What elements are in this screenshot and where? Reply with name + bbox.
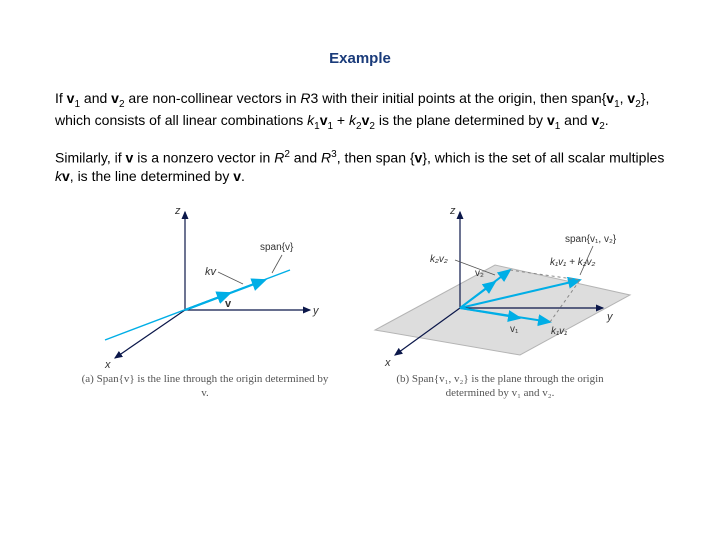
z-label: z: [174, 205, 181, 217]
example-title: Example: [55, 50, 665, 67]
figure-a-svg: z y x span{v} v kv: [75, 200, 335, 370]
figure-b: z y x span{v₁, v₂} v₁ v₂ k₁v₁: [355, 200, 645, 401]
span-label-a: span{v}: [260, 242, 294, 253]
z-label-b: z: [449, 205, 456, 217]
y-label: y: [312, 305, 320, 317]
paragraph-1: If v1 and v2 are non-collinear vectors i…: [55, 89, 665, 134]
figure-b-svg: z y x span{v₁, v₂} v₁ v₂ k₁v₁: [355, 200, 645, 370]
paragraph-2: Similarly, if v is a nonzero vector in R…: [55, 148, 665, 186]
v1-label: v₁: [510, 324, 519, 335]
span-label-b: span{v₁, v₂}: [565, 234, 617, 245]
v2-label: v₂: [475, 268, 484, 279]
figures-row: z y x span{v} v kv (a) Span{v}: [55, 200, 665, 401]
k1v1-label: k₁v₁: [551, 326, 567, 337]
caption-b: (b) Span{v₁, v₂} is the plane through th…: [375, 372, 625, 401]
sum-label: k₁v₁ + k₂v₂: [550, 257, 596, 268]
figure-a: z y x span{v} v kv (a) Span{v}: [75, 200, 335, 401]
x-label-b: x: [384, 357, 391, 369]
caption-a: (a) Span{v} is the line through the orig…: [80, 372, 330, 401]
y-label-b: y: [606, 311, 614, 323]
x-label: x: [104, 359, 111, 370]
k2v2-label: k₂v₂: [430, 254, 448, 265]
v-label: v: [225, 298, 232, 310]
kv-label: kv: [205, 266, 218, 278]
